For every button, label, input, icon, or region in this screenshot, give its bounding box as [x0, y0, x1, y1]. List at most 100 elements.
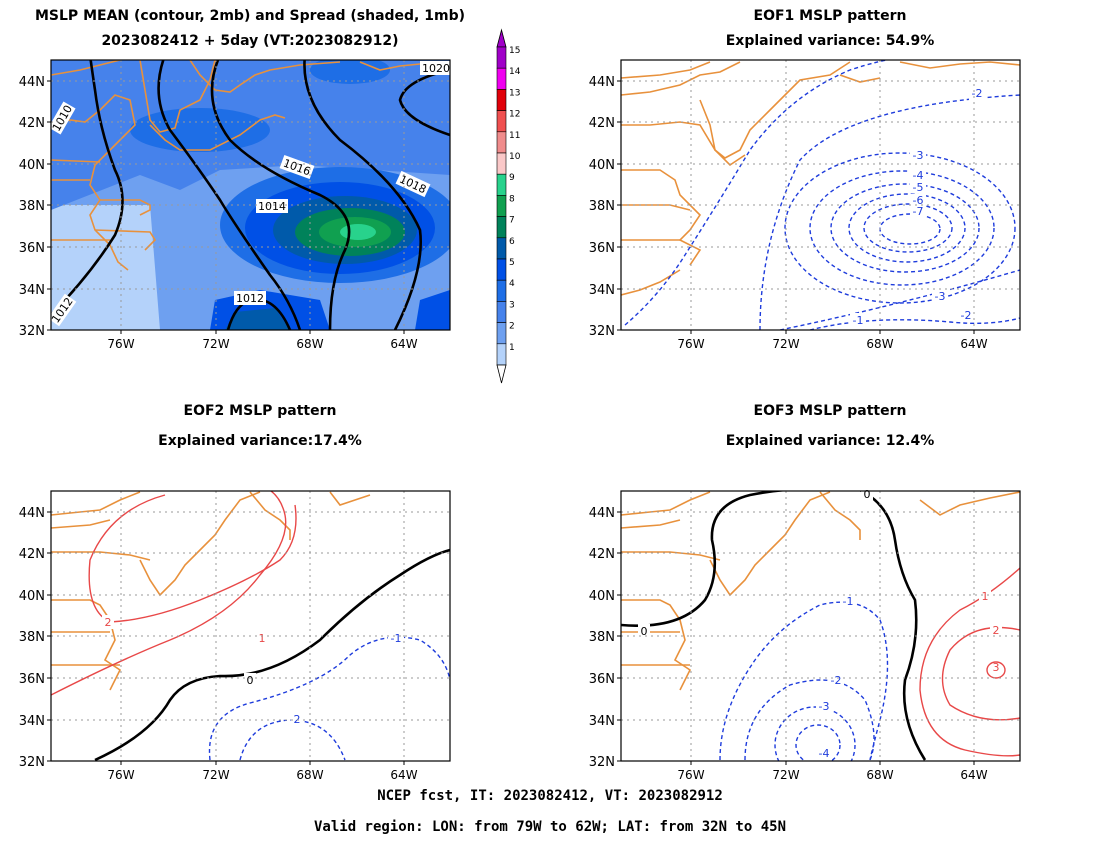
- contour-label: -1: [391, 632, 402, 645]
- lon-tick-label: 72W: [202, 768, 229, 782]
- contour-label: -3: [935, 290, 946, 303]
- lat-tick-label: 44N: [589, 75, 615, 90]
- colorbar-label: 10: [509, 152, 521, 162]
- lon-tick-label: 76W: [677, 337, 704, 351]
- lat-tick-label: 38N: [19, 630, 45, 645]
- contour-label: 3: [993, 661, 1000, 674]
- colorbar-swatch: [496, 67, 507, 90]
- lat-tick-label: 34N: [589, 714, 615, 729]
- panel-subtitle: Explained variance:17.4%: [158, 433, 362, 449]
- contour-label: -4: [913, 169, 924, 182]
- lon-tick-label: 68W: [296, 337, 323, 351]
- colorbar-label: 8: [509, 194, 515, 204]
- colorbar-label: 3: [509, 300, 515, 310]
- panel-title: EOF2 MSLP pattern: [183, 403, 337, 419]
- colorbar-bottom-arrow: [496, 364, 507, 384]
- colorbar-label: 6: [509, 237, 515, 247]
- contour-label: 1014: [258, 200, 286, 213]
- colorbar-swatch: [496, 301, 507, 323]
- colorbar-swatch: [496, 216, 507, 239]
- lat-tick-label: 40N: [19, 589, 45, 604]
- lat-tick-label: 32N: [589, 324, 615, 339]
- lat-tick-label: 32N: [19, 755, 45, 770]
- lon-tick-label: 76W: [107, 337, 134, 351]
- eof1-labels: -2 -3 -4 -5 -6 -7 -3 -2 -1: [850, 86, 985, 327]
- mean-spread-panel: 1010 1012 1012 1014 1016 1018 1020: [47, 60, 452, 330]
- lat-tick-label: 36N: [589, 672, 615, 687]
- contour-label: -2: [961, 309, 972, 322]
- colorbar-swatch: [496, 152, 507, 175]
- lon-tick-label: 64W: [960, 337, 987, 351]
- lon-tick-label: 68W: [296, 768, 323, 782]
- colorbar-swatch: [496, 237, 507, 260]
- contour-label: 2: [105, 616, 112, 629]
- contour-label: 0: [247, 674, 254, 687]
- lon-tick-label: 64W: [390, 337, 417, 351]
- lat-tick-label: 40N: [589, 158, 615, 173]
- lat-tick-label: 44N: [589, 506, 615, 521]
- lat-tick-label: 36N: [589, 241, 615, 256]
- eof3-labels: 0 0 -1 -2 -3 -4 1 2 3: [638, 487, 1002, 760]
- eof2-labels: 2 1 0 -1 -2: [102, 615, 404, 726]
- lat-tick-label: 36N: [19, 672, 45, 687]
- colorbar-label: 2: [509, 322, 515, 332]
- eof3-contours: [621, 491, 1020, 761]
- colorbar-label: 14: [509, 67, 521, 77]
- colorbar-label: 9: [509, 173, 515, 183]
- footer-valid-region: Valid region: LON: from 79W to 62W; LAT:…: [313, 819, 786, 835]
- coastline-b: [621, 61, 1020, 296]
- contour-label: -2: [290, 713, 301, 726]
- map-frame: [50, 490, 451, 762]
- coastline-d: [621, 491, 1020, 691]
- footer-forecast-info: NCEP fcst, IT: 2023082412, VT: 202308291…: [377, 788, 723, 804]
- lat-tick-label: 34N: [19, 714, 45, 729]
- eof1-panel: -2 -3 -4 -5 -6 -7 -3 -2 -1: [621, 60, 1020, 330]
- contour-label: -4: [819, 747, 830, 760]
- contour-label: -2: [972, 87, 983, 100]
- contour-label: 1012: [236, 292, 264, 305]
- contour-label: 1: [982, 590, 989, 603]
- colorbar-label: 11: [509, 131, 520, 141]
- colorbar-swatch: [496, 343, 507, 366]
- lon-tick-label: 72W: [202, 337, 229, 351]
- lon-tick-label: 64W: [960, 768, 987, 782]
- colorbar-swatch: [496, 110, 507, 133]
- contour-label: 2: [993, 624, 1000, 637]
- lat-tick-label: 36N: [19, 241, 45, 256]
- colorbar-label: 5: [509, 258, 515, 268]
- lat-tick-label: 34N: [589, 283, 615, 298]
- contour-label: -5: [913, 181, 924, 194]
- contour-label: -3: [819, 700, 830, 713]
- lat-tick-label: 34N: [19, 283, 45, 298]
- panel-title: MSLP MEAN (contour, 2mb) and Spread (sha…: [35, 8, 465, 24]
- map-frame: [620, 59, 1021, 331]
- contour-label: -1: [843, 595, 854, 608]
- contour-label: 1020: [422, 62, 450, 75]
- lat-tick-label: 42N: [589, 116, 615, 131]
- colorbar-swatch: [496, 173, 507, 196]
- colorbar-swatch: [496, 322, 507, 345]
- lat-tick-label: 44N: [19, 75, 45, 90]
- eof1-contours: [624, 60, 1020, 330]
- map-frames: 44N 42N 40N 38N 36N 34N 32N 76W 72W 68W 64W 44N 42N 4…: [19, 59, 1021, 782]
- coastline-c: [51, 491, 371, 691]
- colorbar-swatch: [496, 131, 507, 154]
- contour-label: 0: [864, 488, 871, 501]
- colorbar-swatch: [496, 258, 507, 281]
- colorbar-label: 13: [509, 88, 520, 98]
- contour-label: -1: [853, 314, 864, 327]
- spread-colorbar: 15 14 13 12 11 10 9 8 7 6 5 4 3 2 1: [496, 28, 521, 384]
- lat-tick-label: 38N: [19, 199, 45, 214]
- colorbar-swatch: [496, 46, 507, 69]
- lon-tick-label: 64W: [390, 768, 417, 782]
- lon-tick-label: 68W: [866, 337, 893, 351]
- lat-tick-label: 42N: [589, 547, 615, 562]
- colorbar-label: 15: [509, 46, 520, 56]
- panel-subtitle: 2023082412 + 5day (VT:2023082912): [101, 33, 399, 49]
- panel-title: EOF3 MSLP pattern: [753, 403, 907, 419]
- lon-tick-label: 68W: [866, 768, 893, 782]
- colorbar-label: 12: [509, 110, 520, 120]
- lat-tick-label: 32N: [19, 324, 45, 339]
- lat-tick-label: 40N: [19, 158, 45, 173]
